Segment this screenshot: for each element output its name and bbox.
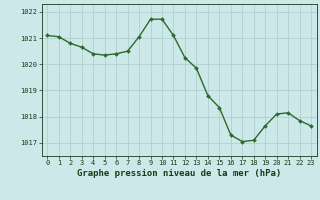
X-axis label: Graphe pression niveau de la mer (hPa): Graphe pression niveau de la mer (hPa): [77, 169, 281, 178]
